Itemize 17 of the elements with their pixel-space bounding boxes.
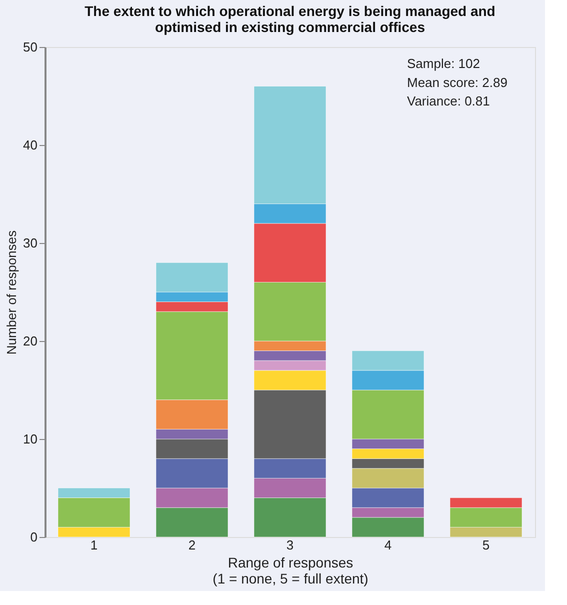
y-tick-label: 20 [23, 334, 38, 348]
annotation: Mean score: 2.89 [407, 74, 508, 90]
y-tick-label: 50 [23, 40, 38, 54]
y-tick-label: 10 [23, 432, 38, 446]
y-tick-label: 40 [23, 138, 38, 152]
y-axis-title: Number of responses [4, 230, 20, 355]
x-tick-label: 5 [482, 538, 490, 552]
annotation: Sample: 102 [407, 56, 480, 72]
x-tick-label: 2 [188, 538, 196, 552]
x-tick-label: 4 [384, 538, 392, 552]
annotation: Variance: 0.81 [407, 94, 490, 109]
y-tick-label: 0 [30, 530, 38, 544]
x-axis-title: Range of responses (1 = none, 5 = full extent) [212, 554, 368, 586]
chart-title: The extent to which operational energy is being managed and optimised in existing commercial offices [84, 3, 496, 35]
y-tick-label: 30 [23, 236, 38, 250]
x-tick-label: 1 [90, 538, 98, 552]
x-tick-label: 3 [286, 538, 294, 552]
